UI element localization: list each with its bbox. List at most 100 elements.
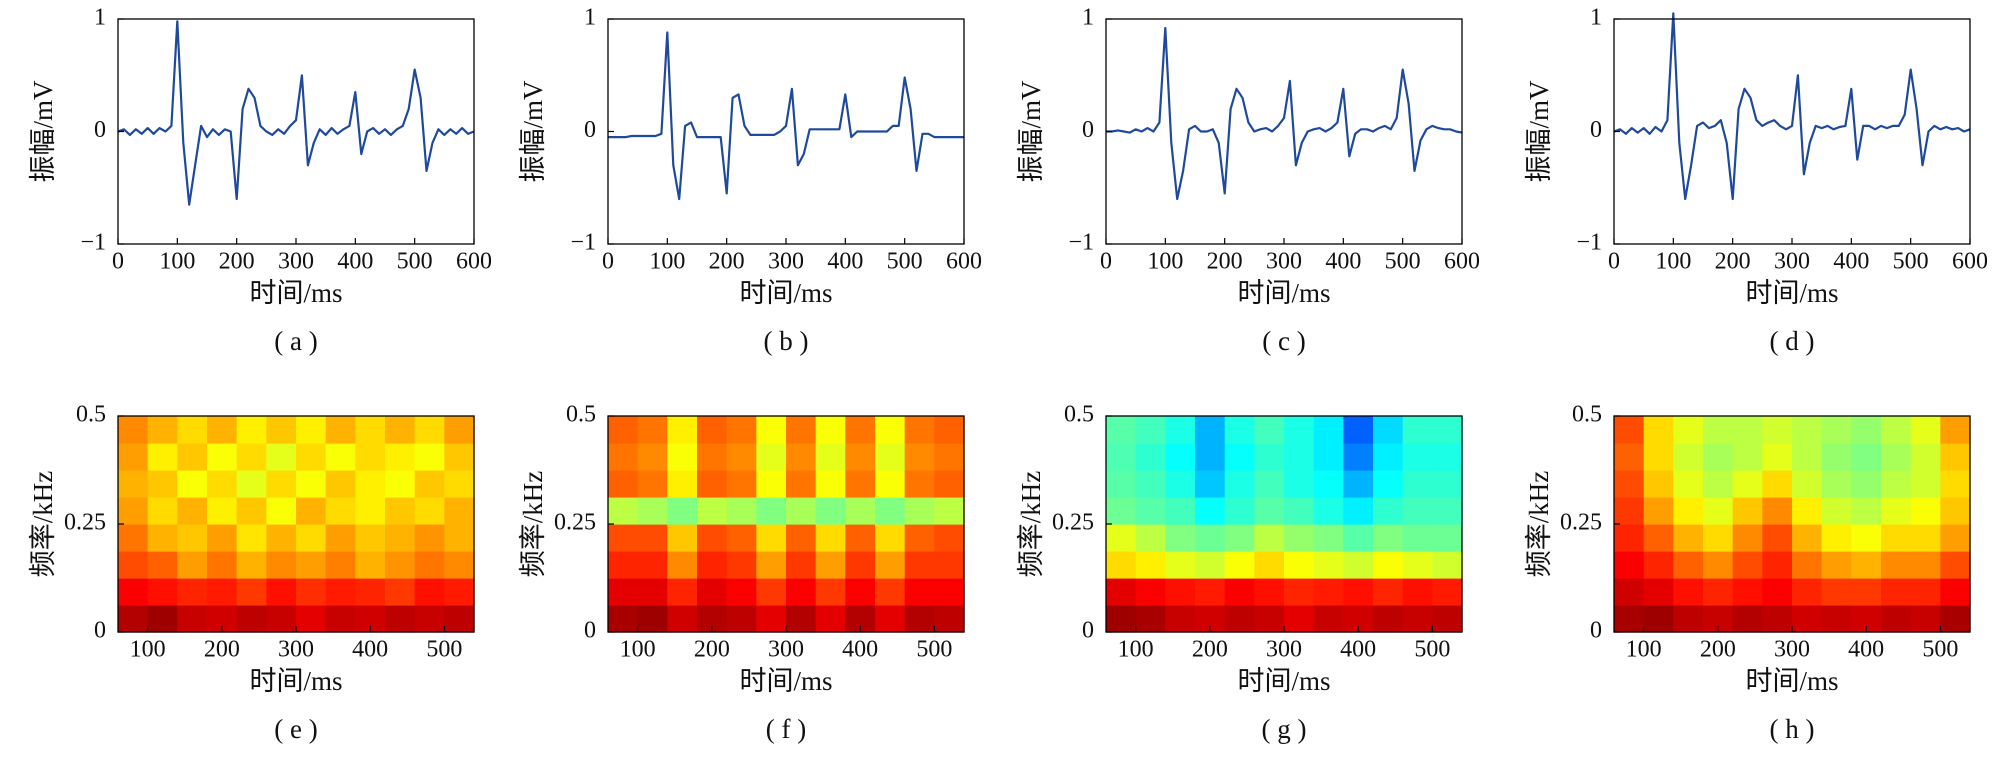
x-tick-label: 100	[1626, 637, 1662, 663]
x-tick-label: 200	[1207, 249, 1243, 275]
y-axis-label: 振幅/mV	[518, 80, 548, 183]
heat-cell	[1821, 578, 1852, 606]
heat-cell	[207, 497, 238, 525]
heat-cell	[1732, 443, 1763, 471]
heat-cell	[444, 443, 475, 471]
ecg-line	[1613, 12, 1971, 201]
heat-cell	[1851, 578, 1882, 606]
heat-cell	[1851, 524, 1882, 552]
x-tick-label: 100	[130, 637, 166, 663]
x-tick-label: 400	[1340, 637, 1376, 663]
heat-cell	[1195, 524, 1226, 552]
heat-cell	[1940, 578, 1971, 606]
heat-cell	[1614, 524, 1645, 552]
heat-cell	[207, 470, 238, 498]
y-axis-label: 频率/kHz	[1524, 471, 1554, 577]
heat-cell	[118, 497, 149, 525]
heat-cell	[904, 524, 935, 552]
heat-cell	[1402, 524, 1433, 552]
heat-cell	[1762, 551, 1793, 579]
x-tick-label: 500	[916, 637, 952, 663]
heat-cell	[1135, 578, 1166, 606]
heat-cell	[1732, 551, 1763, 579]
heat-cell	[845, 470, 876, 498]
heat-cell	[934, 416, 965, 444]
heat-cell	[1195, 497, 1226, 525]
heat-cell	[1284, 605, 1315, 633]
y-tick-label: 1	[1590, 5, 1602, 31]
heat-cell	[236, 416, 267, 444]
heat-cell	[1165, 524, 1196, 552]
heat-cell	[1614, 578, 1645, 606]
heat-cell	[1673, 605, 1704, 633]
heat-cell	[1673, 497, 1704, 525]
heat-cell	[1881, 551, 1912, 579]
heat-cell	[667, 443, 698, 471]
heat-cell	[1373, 470, 1404, 498]
heat-cell	[1643, 497, 1674, 525]
heat-cell	[756, 578, 787, 606]
heat-cell	[1165, 605, 1196, 633]
heat-cell	[756, 470, 787, 498]
heat-cell	[236, 470, 267, 498]
heat-cell	[786, 578, 817, 606]
x-tick-label: 400	[842, 637, 878, 663]
heat-cell	[637, 443, 668, 471]
heat-cell	[1910, 497, 1941, 525]
y-tick-label: 1	[94, 5, 106, 31]
heat-cell	[1373, 551, 1404, 579]
heat-cell	[1732, 470, 1763, 498]
heat-cell	[236, 524, 267, 552]
heat-cell	[904, 416, 935, 444]
heat-cell	[325, 524, 356, 552]
x-tick-label: 300	[768, 249, 804, 275]
heat-cell	[1910, 416, 1941, 444]
heat-cell	[1224, 551, 1255, 579]
heat-cell	[1881, 470, 1912, 498]
y-tick-label: −1	[1576, 230, 1602, 256]
heat-cell	[444, 470, 475, 498]
x-tick-label: 300	[278, 249, 314, 275]
y-axis-label: 频率/kHz	[1016, 471, 1046, 577]
heat-cell	[1224, 470, 1255, 498]
x-axis-label: 时间/ms	[739, 278, 832, 308]
heat-cell	[325, 470, 356, 498]
heat-cell	[608, 416, 639, 444]
panel-caption: ( g )	[1262, 714, 1307, 744]
heat-cell	[1373, 578, 1404, 606]
heat-cell	[1762, 578, 1793, 606]
heat-cell	[147, 551, 178, 579]
heat-cell	[786, 497, 817, 525]
y-tick-label: 0	[94, 117, 106, 143]
heat-cell	[1432, 551, 1463, 579]
heat-cell	[1643, 605, 1674, 633]
heat-cell	[608, 524, 639, 552]
heat-cell	[1284, 497, 1315, 525]
heat-cell	[1910, 470, 1941, 498]
heat-cell	[385, 524, 416, 552]
heat-cell	[608, 470, 639, 498]
heat-cell	[1106, 605, 1137, 633]
heat-cell	[207, 578, 238, 606]
heat-cell	[1135, 524, 1166, 552]
heat-cell	[1254, 605, 1285, 633]
plot-frame	[1105, 18, 1463, 245]
heat-cell	[385, 416, 416, 444]
heat-cell	[1135, 605, 1166, 633]
heat-cell	[1614, 605, 1645, 633]
heat-cell	[1135, 551, 1166, 579]
heat-cell	[355, 443, 386, 471]
heat-cell	[1195, 443, 1226, 471]
heat-cell	[1940, 443, 1971, 471]
x-tick-label: 500	[1385, 249, 1421, 275]
y-tick-label: 0.5	[1572, 402, 1602, 428]
heat-cell	[1910, 605, 1941, 633]
y-tick-label: 0.25	[1560, 510, 1602, 536]
heat-cell	[1373, 497, 1404, 525]
heat-cell	[118, 416, 149, 444]
x-tick-label: 500	[397, 249, 433, 275]
heat-cell	[325, 578, 356, 606]
heat-cell	[726, 416, 757, 444]
y-tick-label: −1	[80, 230, 106, 256]
heat-cell	[414, 524, 445, 552]
